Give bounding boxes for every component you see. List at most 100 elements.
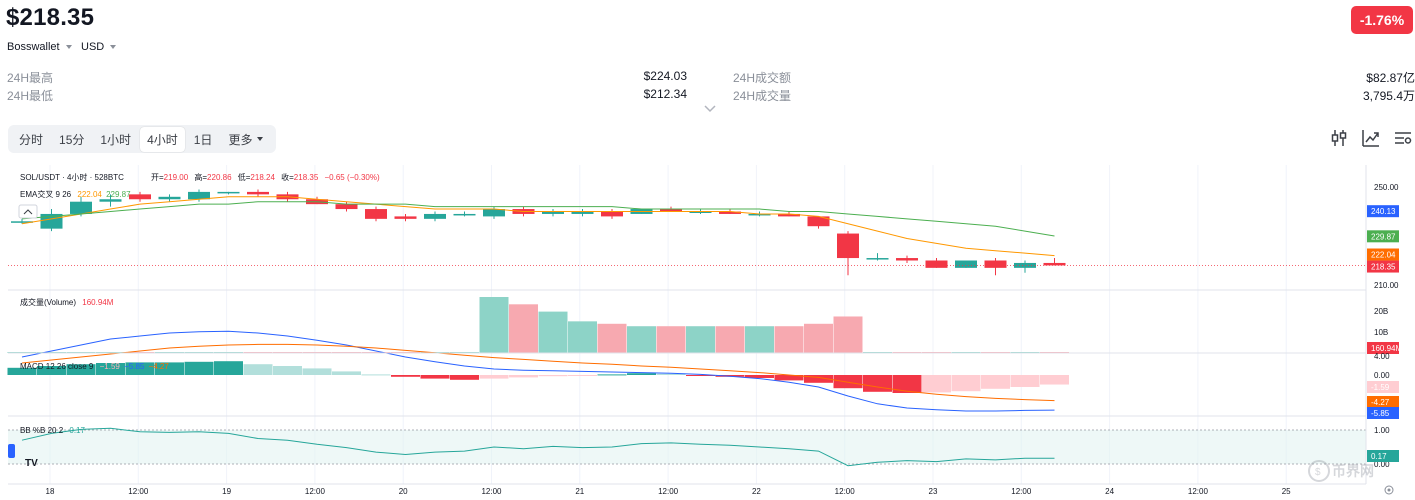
candle-body [748,213,771,216]
candle-body [483,209,505,217]
macd-histogram-bar [509,375,538,378]
macd-histogram-bar [981,375,1010,389]
volume-bar [509,304,538,353]
wallet-selector[interactable]: Bosswallet [7,41,72,53]
macd-tag: -4.27 [1371,398,1390,407]
ema-slow-value: 229.87 [106,190,131,199]
macd-signal-value: −4.27 [149,362,170,371]
high-value: 220.86 [207,173,232,182]
macd-tag-bg [1367,407,1399,419]
time-label: 18 [46,487,55,496]
candle-body [984,260,1007,268]
macd-histogram-bar [214,361,243,375]
volume-bar [656,326,686,353]
volume-bar [627,326,656,353]
candle-body [1043,262,1066,266]
candle-body [955,260,977,268]
settings-gear-icon[interactable] [1384,485,1394,495]
macd-histogram-bar [922,375,951,393]
tab-4h[interactable]: 4小时 [140,126,185,152]
macd-histogram-bar [774,375,804,381]
chart-settings-icon[interactable] [1393,128,1413,148]
price-tag-bg [1367,260,1399,273]
open-label: 开= [151,173,164,182]
change-value: −0.65 (−0.30%) [325,173,380,182]
expand-chevron-icon[interactable] [704,104,716,114]
time-label: 12:00 [128,487,149,496]
macd-histogram-bar [243,364,273,375]
bb-pane [8,427,1366,467]
time-label: 12:00 [658,487,679,496]
time-label: 20 [399,487,408,496]
price-tick: 210.00 [1374,281,1399,290]
price-tag-bg [1367,230,1399,243]
ema-fast-value: 222.04 [77,190,102,199]
wallet-label: Bosswallet [7,41,60,53]
collapse-legend-button[interactable] [18,204,38,219]
bb-tag: 0.17 [1371,452,1387,461]
macd-pane [7,330,1069,412]
macd-histogram-bar [7,367,37,375]
candle-body [365,209,387,219]
time-label: 12:00 [481,487,502,496]
stat-low-value: $212.34 [643,87,687,101]
volume-tag: 160.94M [1371,344,1402,353]
bb-band-fill [8,430,1366,464]
price-tag: 218.35 [1371,263,1396,272]
pane-scroll-handle[interactable] [8,444,15,458]
time-label: 19 [222,487,231,496]
tab-15m[interactable]: 15分 [59,132,85,147]
macd-histogram-bar [96,363,125,375]
volume-tick: 20B [1374,307,1388,316]
watermark-logo: $ 币界网 [1308,460,1374,482]
ohlc-readout: 开=219.00 高=220.86 低=218.24 收=218.35 −0.6… [151,172,380,182]
candle-body [158,196,181,200]
volume-value: 160.94M [82,298,113,307]
macd-histogram-bar [450,375,479,380]
close-label: 收= [281,172,294,182]
tab-more[interactable]: 更多 [221,127,270,152]
price-chart[interactable]: SOL/USDT · 4小时 · 528BTC 开=219.00 高=220.8… [0,165,1415,500]
close-value: 218.35 [294,173,319,182]
volume-bar [774,326,804,353]
ema-legend: EMA交叉 9 26 222.04 229.87 [20,189,131,199]
high-label: 高= [194,172,207,182]
candle-body [778,213,800,217]
macd-label: MACD 12 26 close 9 [20,362,94,371]
macd-histogram-bar [597,374,627,376]
candle-body [837,233,859,259]
bb-tag-bg [1367,450,1399,462]
macd-histogram-bar [1040,375,1069,385]
candle-body [719,211,741,214]
macd-histogram-bar [420,375,450,379]
price-tag-bg [1367,248,1399,261]
ema-fast-line [21,196,1055,257]
candle-body [601,211,623,217]
stat-turnover-value: $82.87亿 [1366,71,1415,85]
time-label: 23 [929,487,938,496]
time-label: 12:00 [1011,487,1032,496]
macd-line-value: −5.85 [124,362,145,371]
tab-timeline[interactable]: 分时 [19,132,44,147]
tab-1d[interactable]: 1日 [193,132,213,147]
price-tag: 222.04 [1371,251,1396,260]
volume-tag-bg [1367,342,1399,354]
macd-tag-bg [1367,396,1399,408]
tab-1h[interactable]: 1小时 [100,132,132,147]
macd-line [21,330,1055,412]
svg-text:$: $ [1315,467,1321,478]
indicator-settings-icon[interactable] [1329,128,1349,148]
volume-bar [479,297,509,353]
macd-legend: MACD 12 26 close 9 −1.59 −5.85 −4.27 [20,362,169,371]
chevron-down-icon [110,45,117,49]
macd-histogram-bar [37,366,66,375]
low-value: 218.24 [250,173,275,182]
currency-selector[interactable]: USD [81,41,117,53]
time-label: 22 [752,487,761,496]
open-value: 219.00 [164,173,189,182]
candle-body [453,213,476,216]
macd-histogram-bar [273,366,302,375]
chart-type-icon[interactable] [1361,128,1381,148]
macd-histogram-bar [863,375,892,392]
volume-label: 成交量(Volume) [20,297,76,307]
